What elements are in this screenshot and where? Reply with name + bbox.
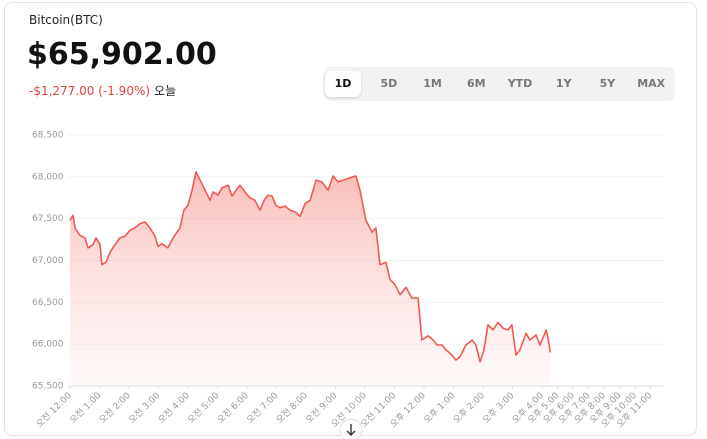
asset-title: Bitcoin(BTC)	[29, 13, 103, 27]
range-tab[interactable]: 1Y	[555, 77, 572, 90]
y-tick-label: 66,500	[32, 298, 64, 308]
range-tab[interactable]: 1M	[423, 77, 442, 90]
y-tick-label: 65,500	[32, 382, 64, 392]
x-tick-label: 오전 12:00	[34, 390, 74, 430]
y-tick-label: 67,500	[32, 214, 64, 224]
area-fill	[70, 171, 551, 386]
price: $65,902.00	[27, 37, 217, 72]
range-tab[interactable]: YTD	[507, 77, 533, 90]
period: 오늘	[154, 84, 177, 98]
scroll-down-button[interactable]	[339, 418, 363, 439]
price-line	[69, 171, 552, 363]
change: -$1,277.00 (-1.90%) 오늘	[29, 82, 176, 99]
range-tab[interactable]: 6M	[466, 77, 486, 90]
change-value: -$1,277.00 (-1.90%)	[29, 84, 151, 98]
range-tab[interactable]: MAX	[637, 77, 666, 90]
range-tab[interactable]: 1D	[325, 71, 361, 97]
y-tick-label: 66,000	[32, 340, 64, 350]
range-tabs: 1D 5D 1M 6M YTD 1Y 5Y MAX	[323, 67, 675, 101]
range-tab[interactable]: 5Y	[599, 77, 616, 90]
range-tab[interactable]: 5D	[380, 77, 398, 90]
y-tick-label: 67,000	[32, 256, 64, 266]
y-tick-label: 68,500	[32, 131, 64, 141]
y-tick-label: 68,000	[32, 172, 64, 182]
